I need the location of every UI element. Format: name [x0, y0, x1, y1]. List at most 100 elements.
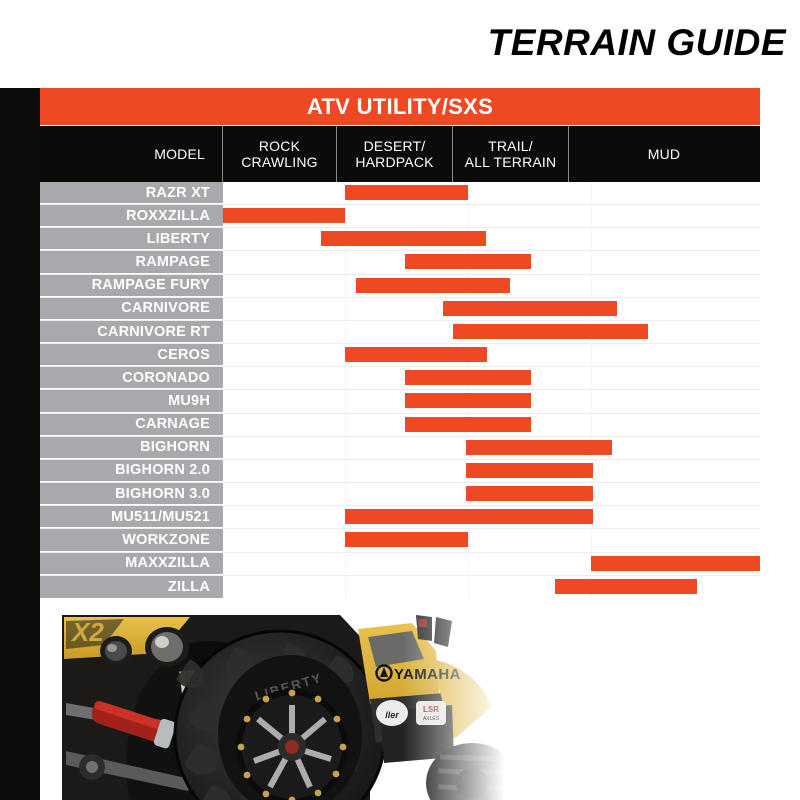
- column-separator: [345, 390, 347, 413]
- table-row[interactable]: MAXXZILLA: [40, 552, 760, 576]
- table-row[interactable]: CARNAGE: [40, 413, 760, 437]
- model-name-cell: RAZR XT: [40, 182, 223, 205]
- model-name-cell: BIGHORN: [40, 436, 223, 459]
- column-separator: [345, 205, 347, 228]
- terrain-range-cells: [223, 506, 760, 529]
- terrain-range-cells: [223, 251, 760, 274]
- left-edge-strip-top-mask: [0, 0, 40, 88]
- left-edge-strip: [0, 0, 40, 800]
- terrain-rating-bar: [345, 509, 593, 525]
- column-separator: [345, 483, 347, 506]
- model-name-cell: MU511/MU521: [40, 506, 223, 529]
- column-separator: [590, 228, 592, 251]
- terrain-range-cells: [223, 228, 760, 251]
- table-row[interactable]: CARNIVORE: [40, 297, 760, 321]
- table-row[interactable]: CARNIVORE RT: [40, 320, 760, 345]
- column-separator: [345, 552, 347, 575]
- model-name-cell: CORONADO: [40, 367, 223, 390]
- model-name-cell: RAMPAGE FURY: [40, 274, 223, 297]
- table-row[interactable]: MU9H: [40, 390, 760, 414]
- terrain-rating-bar: [405, 416, 531, 432]
- column-separator: [468, 529, 470, 552]
- terrain-range-cells: [223, 205, 760, 228]
- terrain-range-cells: [223, 436, 760, 459]
- model-name-cell: CARNIVORE RT: [40, 320, 223, 344]
- table-row[interactable]: RAMPAGE FURY: [40, 274, 760, 298]
- table-row[interactable]: BIGHORN 3.0: [40, 483, 760, 507]
- column-separator: [345, 413, 347, 436]
- table-row[interactable]: WORKZONE: [40, 529, 760, 553]
- table-banner-label: ATV UTILITY/SXS: [306, 93, 494, 119]
- model-name-cell: CEROS: [40, 344, 223, 367]
- table-row[interactable]: CEROS: [40, 344, 760, 368]
- column-separator: [590, 413, 592, 436]
- terrain-range-cells: [223, 459, 760, 483]
- column-separator: [590, 344, 592, 367]
- table-row[interactable]: RAMPAGE: [40, 251, 760, 275]
- terrain-rating-bar: [345, 532, 469, 548]
- column-header-mud[interactable]: MUD: [569, 126, 759, 182]
- column-separator: [345, 367, 347, 390]
- column-header-trail-all-terrain-label: TRAIL/ALL TERRAIN: [464, 137, 557, 170]
- terrain-rating-bar: [356, 277, 510, 293]
- model-name-cell: BIGHORN 3.0: [40, 483, 223, 506]
- terrain-range-cells: [223, 575, 760, 599]
- table-row[interactable]: BIGHORN 2.0: [40, 459, 760, 484]
- column-separator: [345, 459, 347, 483]
- terrain-range-cells: [223, 344, 760, 367]
- column-separator: [468, 205, 470, 228]
- table-body: RAZR XT ROXXZILLA LIBERTY RAMPAGE RAMPAGE FU…: [40, 182, 760, 599]
- column-separator: [590, 182, 592, 205]
- terrain-rating-bar: [554, 578, 697, 594]
- terrain-rating-bar: [405, 370, 531, 386]
- model-name-cell: LIBERTY: [40, 228, 223, 251]
- table-row[interactable]: BIGHORN: [40, 436, 760, 460]
- terrain-rating-bar: [321, 231, 487, 247]
- table-row[interactable]: LIBERTY: [40, 228, 760, 252]
- column-separator: [590, 390, 592, 413]
- terrain-rating-bar: [466, 486, 593, 502]
- terrain-rating-bar: [405, 393, 531, 409]
- table-row[interactable]: CORONADO: [40, 367, 760, 391]
- terrain-rating-bar: [466, 462, 593, 478]
- column-header-desert-hardpack[interactable]: DESERT/HARDPACK: [337, 126, 453, 182]
- terrain-range-cells: [223, 552, 760, 575]
- column-header-trail-all-terrain[interactable]: TRAIL/ALL TERRAIN: [453, 126, 569, 182]
- terrain-range-cells: [223, 274, 760, 297]
- terrain-rating-bar: [443, 300, 617, 316]
- column-separator: [345, 320, 347, 344]
- table-header-row: MODEL ROCK CRAWLING DESERT/HARDPACK TRAIL…: [40, 125, 760, 182]
- column-header-desert-hardpack-label: DESERT/HARDPACK: [355, 137, 434, 170]
- model-name-cell: WORKZONE: [40, 529, 223, 552]
- column-header-rock-crawling[interactable]: ROCK CRAWLING: [223, 126, 337, 182]
- column-header-rock-crawling-label: ROCK CRAWLING: [241, 137, 318, 170]
- column-separator: [468, 575, 470, 599]
- model-name-cell: ROXXZILLA: [40, 205, 223, 228]
- terrain-range-cells: [223, 483, 760, 506]
- column-separator: [345, 436, 347, 459]
- model-name-cell: MU9H: [40, 390, 223, 413]
- column-separator: [590, 205, 592, 228]
- terrain-rating-bar: [466, 439, 612, 455]
- column-separator: [590, 274, 592, 297]
- terrain-range-cells: [223, 390, 760, 413]
- terrain-rating-bar: [345, 347, 487, 363]
- table-row[interactable]: ZILLA: [40, 575, 760, 599]
- column-separator: [590, 367, 592, 390]
- column-separator: [345, 575, 347, 599]
- table-row[interactable]: MU511/MU521: [40, 506, 760, 530]
- terrain-range-cells: [223, 320, 760, 344]
- model-name-cell: CARNIVORE: [40, 297, 223, 320]
- column-header-mud-label: MUD: [647, 145, 681, 162]
- column-separator: [590, 529, 592, 552]
- hero-photo: X2: [40, 607, 505, 800]
- column-header-model[interactable]: MODEL: [40, 126, 223, 182]
- terrain-rating-bar: [453, 323, 648, 339]
- utv-photo-illustration: X2: [40, 607, 505, 800]
- table-row[interactable]: RAZR XT: [40, 182, 760, 206]
- column-separator: [468, 182, 470, 205]
- model-name-cell: RAMPAGE: [40, 251, 223, 274]
- column-separator: [345, 274, 347, 297]
- model-name-cell: BIGHORN 2.0: [40, 459, 223, 483]
- table-row[interactable]: ROXXZILLA: [40, 205, 760, 229]
